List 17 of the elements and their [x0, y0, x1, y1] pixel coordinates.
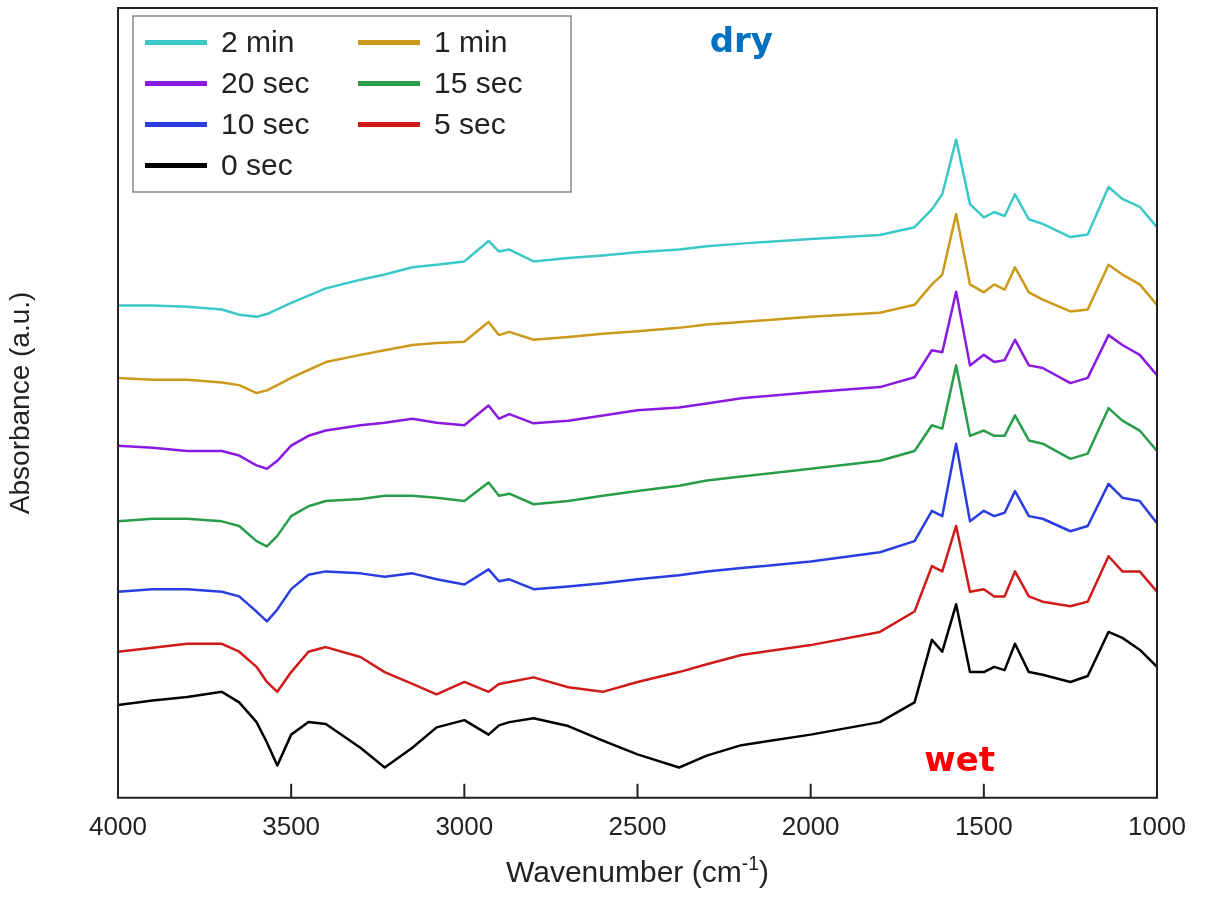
x-tick-label: 3000 — [435, 810, 494, 841]
x-tick-label: 2000 — [781, 810, 840, 841]
legend-label: 10 sec — [221, 106, 310, 140]
legend-label: 2 min — [221, 24, 295, 58]
legend-label: 20 sec — [221, 65, 310, 99]
x-tick-label: 1500 — [954, 810, 1013, 841]
x-tick-label: 3500 — [262, 810, 321, 841]
legend-label: 5 sec — [434, 106, 506, 140]
y-axis-title: Absorbance (a.u.) — [3, 291, 35, 515]
annotation: wet — [924, 739, 995, 780]
x-tick-label: 1000 — [1128, 810, 1186, 841]
x-tick-label: 2500 — [608, 810, 667, 841]
legend-label: 0 sec — [221, 147, 293, 181]
legend-label: 15 sec — [434, 65, 523, 99]
x-tick-label: 4000 — [89, 810, 147, 841]
legend-label: 1 min — [434, 24, 508, 58]
text: dry — [709, 20, 774, 61]
